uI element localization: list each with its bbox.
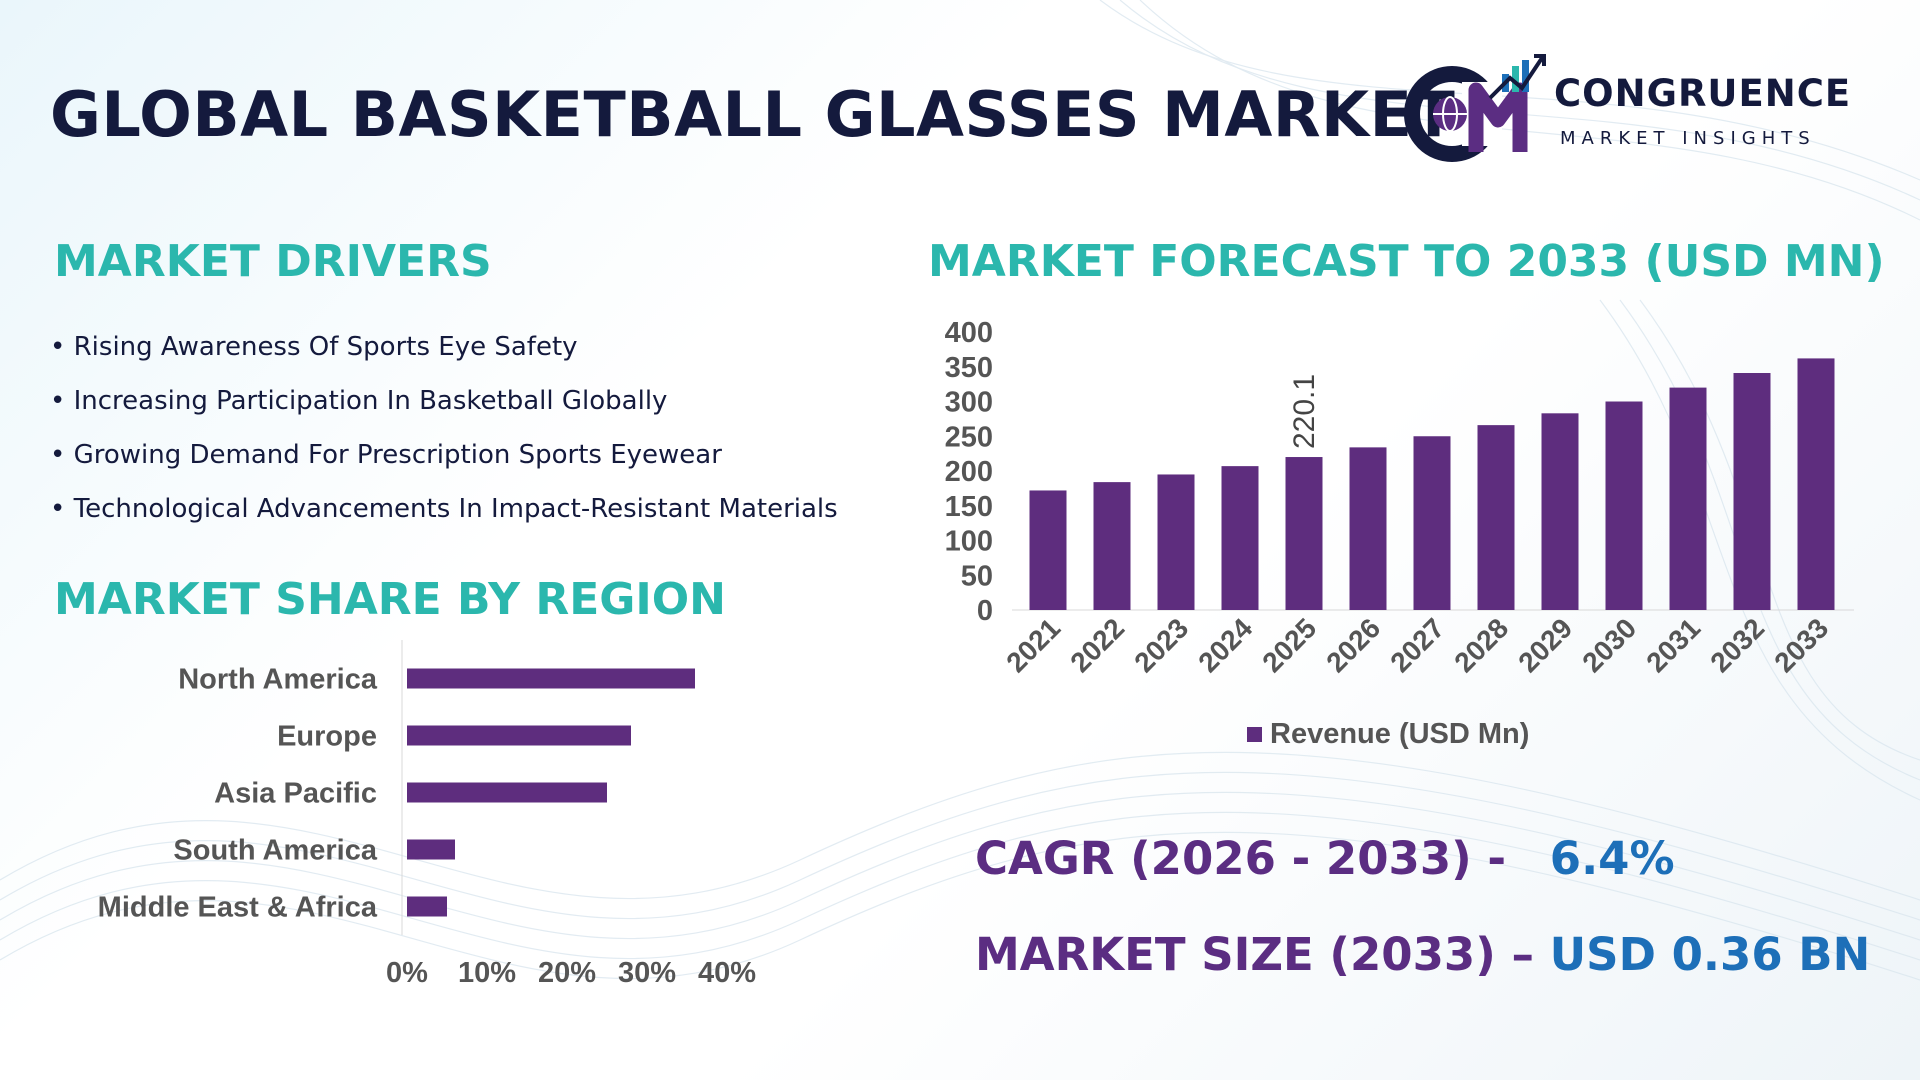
forecast-y-tick: 300	[945, 387, 993, 419]
forecast-bar	[1797, 358, 1835, 610]
driver-item: Increasing Participation In Basketball G…	[50, 379, 838, 433]
forecast-bar	[1605, 401, 1643, 610]
driver-item: Rising Awareness Of Sports Eye Safety	[50, 325, 838, 379]
forecast-x-tick: 2023	[1128, 612, 1194, 678]
market-size-label: MARKET SIZE (2033) –	[975, 928, 1534, 981]
forecast-bar	[1413, 436, 1451, 610]
forecast-y-tick: 100	[945, 526, 993, 558]
driver-item: Technological Advancements In Impact-Res…	[50, 487, 838, 541]
forecast-y-tick: 400	[945, 317, 993, 349]
forecast-x-tick: 2022	[1064, 612, 1130, 678]
market-size-row: MARKET SIZE (2033) – USD 0.36 BN	[975, 928, 1870, 981]
drivers-heading: MARKET DRIVERS	[54, 236, 492, 287]
region-bar	[407, 839, 455, 860]
forecast-y-tick: 250	[945, 421, 993, 453]
forecast-bar	[1733, 373, 1771, 610]
region-x-tick: 30%	[618, 957, 676, 989]
forecast-x-tick: 2026	[1320, 612, 1386, 678]
driver-item: Growing Demand For Prescription Sports E…	[50, 433, 838, 487]
forecast-y-tick: 200	[945, 456, 993, 488]
region-heading: MARKET SHARE BY REGION	[54, 574, 726, 625]
forecast-x-tick: 2021	[1000, 612, 1066, 678]
company-logo: CONGRUENCE MARKET INSIGHTS	[1402, 52, 1872, 162]
drivers-list: Rising Awareness Of Sports Eye Safety In…	[50, 325, 838, 541]
forecast-x-tick: 2024	[1192, 612, 1258, 678]
forecast-bar	[1029, 490, 1067, 610]
region-label: Europe	[277, 721, 377, 753]
page-title: GLOBAL BASKETBALL GLASSES MARKET	[50, 78, 1456, 151]
forecast-y-tick: 350	[945, 352, 993, 384]
forecast-bar	[1477, 425, 1515, 610]
forecast-y-tick: 0	[977, 595, 993, 627]
cm-logo-icon	[1404, 54, 1546, 162]
forecast-y-tick: 50	[961, 560, 993, 592]
cagr-value: 6.4%	[1549, 832, 1675, 885]
legend-label: Revenue (USD Mn)	[1270, 718, 1529, 750]
logo-tagline: MARKET INSIGHTS	[1560, 128, 1816, 149]
forecast-x-tick: 2028	[1448, 612, 1514, 678]
forecast-y-tick: 150	[945, 491, 993, 523]
region-bar	[407, 896, 447, 917]
region-bar	[407, 782, 607, 803]
region-bar	[407, 668, 695, 689]
forecast-x-tick: 2031	[1640, 612, 1706, 678]
forecast-bar	[1093, 482, 1131, 610]
region-share-chart: North America Europe Asia Pacific South Ame…	[98, 640, 756, 989]
region-x-tick: 40%	[698, 957, 756, 989]
forecast-data-label: 220.1	[1288, 374, 1321, 449]
forecast-x-tick: 2025	[1256, 612, 1322, 678]
region-label: Middle East & Africa	[98, 892, 378, 924]
forecast-heading: MARKET FORECAST TO 2033 (USD MN)	[928, 236, 1885, 287]
region-x-tick: 0%	[386, 957, 428, 989]
forecast-x-tick: 2030	[1576, 612, 1642, 678]
forecast-bar	[1669, 387, 1707, 610]
region-bar	[407, 725, 631, 746]
forecast-bar	[1285, 457, 1323, 610]
region-label: North America	[178, 664, 378, 696]
legend-swatch	[1247, 727, 1262, 742]
forecast-bar	[1541, 413, 1579, 610]
cagr-row: CAGR (2026 - 2033) - 6.4%	[975, 832, 1675, 885]
forecast-x-tick: 2029	[1512, 612, 1578, 678]
forecast-x-tick: 2033	[1768, 612, 1834, 678]
region-label: Asia Pacific	[214, 778, 377, 810]
forecast-bar	[1349, 447, 1387, 610]
forecast-bar	[1221, 466, 1259, 610]
cagr-label: CAGR (2026 - 2033) -	[975, 832, 1507, 885]
region-x-tick: 20%	[538, 957, 596, 989]
forecast-x-tick: 2032	[1704, 612, 1770, 678]
forecast-x-tick: 2027	[1384, 612, 1450, 678]
region-x-tick: 10%	[458, 957, 516, 989]
region-label: South America	[173, 835, 377, 867]
market-size-value: USD 0.36 BN	[1549, 928, 1871, 981]
forecast-bar	[1157, 474, 1195, 610]
logo-brand: CONGRUENCE	[1554, 72, 1852, 115]
